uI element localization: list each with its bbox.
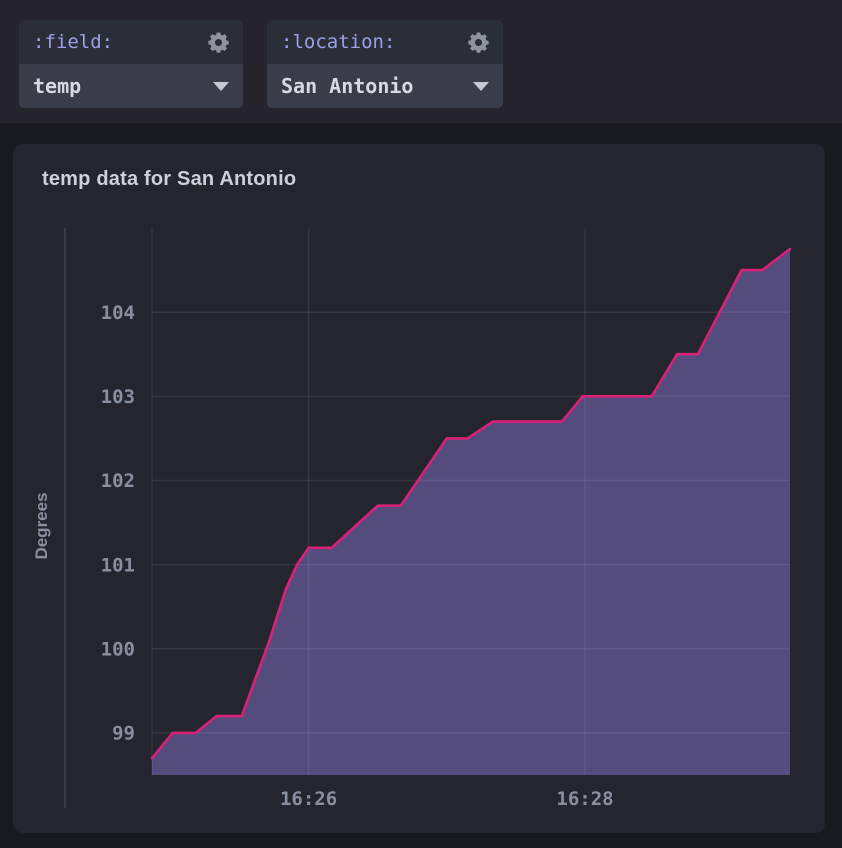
y-tick-label: 100 [101, 638, 135, 660]
variable-location-header: :location: [267, 20, 503, 64]
y-tick-label: 99 [112, 723, 135, 745]
y-tick-label: 102 [101, 470, 135, 492]
x-tick-label: 16:28 [556, 788, 613, 810]
y-tick-label: 103 [101, 386, 135, 408]
chart-panel: temp data for San Antonio 99 100 101 102 103… [13, 144, 825, 833]
series-area-fill [152, 249, 790, 775]
gear-icon[interactable] [207, 31, 230, 54]
y-tick-label: 104 [101, 302, 135, 324]
variable-field-value: temp [33, 74, 82, 98]
template-variables-bar: :field: temp :location: San Antonio [0, 0, 842, 123]
y-tick-label: 101 [101, 554, 135, 576]
variable-location-label: :location: [281, 31, 396, 53]
gear-icon[interactable] [467, 31, 490, 54]
variable-location-value: San Antonio [281, 74, 414, 98]
x-tick-label: 16:26 [280, 788, 337, 810]
temp-area-chart: 99 100 101 102 103 104 16:26 16:28 Degrees [32, 228, 792, 810]
variable-widget-location: :location: San Antonio [267, 20, 503, 108]
y-axis-title: Degrees [32, 492, 51, 559]
variable-field-dropdown[interactable]: temp [19, 64, 243, 108]
variable-field-header: :field: [19, 20, 243, 64]
variable-location-dropdown[interactable]: San Antonio [267, 64, 503, 108]
variable-widget-field: :field: temp [19, 20, 243, 108]
chevron-down-icon [473, 81, 489, 91]
panel-title: temp data for San Antonio [42, 168, 297, 190]
series-line [150, 247, 792, 760]
chevron-down-icon [213, 81, 229, 91]
variable-field-label: :field: [33, 31, 114, 53]
